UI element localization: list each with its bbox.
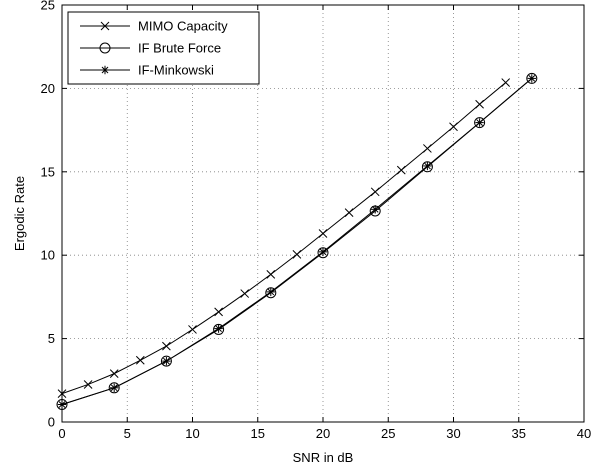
x-tick-label: 5 xyxy=(124,426,131,441)
circle-marker xyxy=(526,72,538,84)
x-marker xyxy=(162,341,171,351)
x-marker xyxy=(240,289,250,298)
x-marker xyxy=(214,307,223,317)
x-marker xyxy=(396,165,406,175)
star-marker xyxy=(423,161,432,171)
star-marker xyxy=(318,247,328,257)
legend-label: IF Brute Force xyxy=(138,41,221,56)
x-marker xyxy=(449,122,458,132)
series-mimo-capacity xyxy=(57,78,511,398)
x-marker xyxy=(475,99,484,109)
x-tick-label: 35 xyxy=(512,426,526,441)
x-tick-label: 0 xyxy=(58,426,65,441)
star-marker xyxy=(527,74,536,83)
legend-label: IF-Minkowski xyxy=(138,63,214,78)
y-tick-label: 10 xyxy=(41,248,55,263)
circle-marker xyxy=(160,355,172,367)
y-tick-label: 15 xyxy=(41,164,55,179)
x-tick-label: 30 xyxy=(446,426,460,441)
star-marker xyxy=(266,287,275,297)
x-marker xyxy=(109,369,119,378)
series-line xyxy=(61,82,507,395)
x-marker xyxy=(188,325,197,334)
legend: MIMO Capacity IF Brute Force IF-Minkowski xyxy=(67,11,260,85)
legend-label: MIMO Capacity xyxy=(138,19,228,34)
y-tick-label: 0 xyxy=(48,415,55,430)
circle-marker xyxy=(108,382,120,394)
x-marker xyxy=(344,208,354,218)
x-marker xyxy=(423,144,432,153)
x-marker xyxy=(370,187,380,197)
y-tick-label: 25 xyxy=(41,0,55,13)
x-marker xyxy=(100,21,110,31)
y-axis-label: Ergodic Rate xyxy=(12,176,27,251)
x-tick-label: 15 xyxy=(251,426,265,441)
x-marker xyxy=(292,250,302,259)
x-marker xyxy=(135,355,145,365)
series-line xyxy=(61,78,533,405)
x-marker xyxy=(266,270,276,279)
y-tick-label: 5 xyxy=(48,331,55,346)
legend-item: MIMO Capacity xyxy=(80,19,228,34)
x-marker xyxy=(501,78,511,87)
x-tick-label: 40 xyxy=(577,426,591,441)
legend-item: IF-Minkowski xyxy=(80,63,214,78)
x-tick-label: 25 xyxy=(381,426,395,441)
star-marker xyxy=(371,205,380,214)
star-marker xyxy=(110,383,119,393)
star-marker xyxy=(162,356,171,366)
series-layer xyxy=(56,72,538,410)
legend-item: IF Brute Force xyxy=(80,41,221,56)
x-tick-label: 10 xyxy=(185,426,199,441)
x-axis-label: SNR in dB xyxy=(293,450,354,465)
star-marker xyxy=(214,324,223,333)
x-tick-label: 20 xyxy=(316,426,330,441)
y-tick-label: 20 xyxy=(41,81,55,96)
star-marker xyxy=(475,118,484,127)
x-marker xyxy=(318,229,328,238)
circle-marker xyxy=(99,42,111,54)
star-marker xyxy=(100,65,110,75)
circle-marker xyxy=(474,117,486,129)
x-marker xyxy=(83,380,93,389)
ticks: 0 5 10 15 20 25 30 35 40 0 5 10 15 20 25 xyxy=(41,0,592,441)
